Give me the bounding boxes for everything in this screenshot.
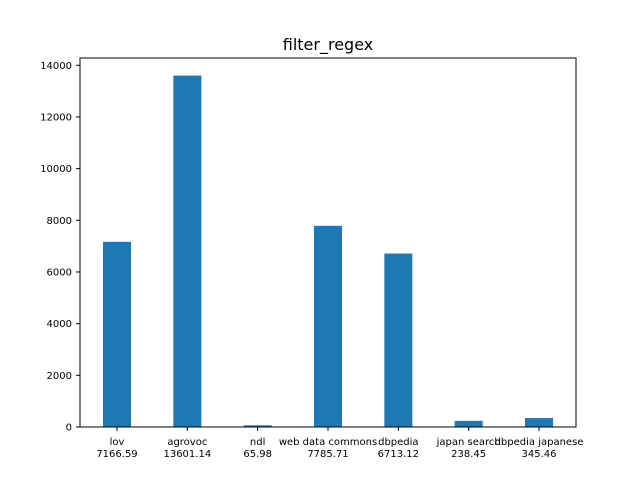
x-value-label: 6713.12 — [378, 449, 419, 460]
y-tick-label: 4000 — [47, 319, 72, 330]
y-tick-label: 12000 — [40, 112, 72, 123]
x-tick-label: lov — [110, 437, 125, 448]
y-tick-label: 10000 — [40, 164, 72, 175]
bar-japan-search — [454, 420, 483, 427]
x-value-label: 7166.59 — [96, 449, 137, 460]
x-tick-label: dbpedia japanese — [495, 437, 584, 448]
x-tick-label: dbpedia — [378, 437, 418, 448]
x-value-label: 238.45 — [451, 449, 486, 460]
bar-dbpedia — [384, 253, 413, 427]
x-tick-label: agrovoc — [167, 437, 207, 448]
y-tick-label: 8000 — [47, 216, 72, 227]
x-tick-label: web data commons — [279, 437, 377, 448]
y-tick-label: 0 — [66, 423, 72, 434]
bar-ndl — [243, 425, 272, 427]
y-axis: 0 2000 4000 6000 8000 10000 12000 14000 — [40, 61, 80, 434]
x-value-label: 345.46 — [522, 449, 557, 460]
bar-dbpedia-japanese — [525, 418, 553, 427]
x-tick-label: japan search — [436, 437, 501, 448]
x-value-label: 7785.71 — [307, 449, 348, 460]
bars-layer — [103, 75, 553, 427]
plot-frame — [79, 57, 577, 428]
x-value-label: 13601.14 — [163, 449, 211, 460]
y-tick-label: 6000 — [47, 267, 72, 278]
y-tick-label: 2000 — [47, 371, 72, 382]
bar-agrovoc — [173, 75, 202, 427]
bar-lov — [103, 241, 131, 427]
x-tick-label: ndl — [250, 437, 265, 448]
chart-title: filter_regex — [283, 35, 373, 55]
bar-web-data-commons — [314, 225, 342, 427]
x-value-label: 65.98 — [243, 449, 272, 460]
y-tick-label: 14000 — [40, 61, 72, 72]
